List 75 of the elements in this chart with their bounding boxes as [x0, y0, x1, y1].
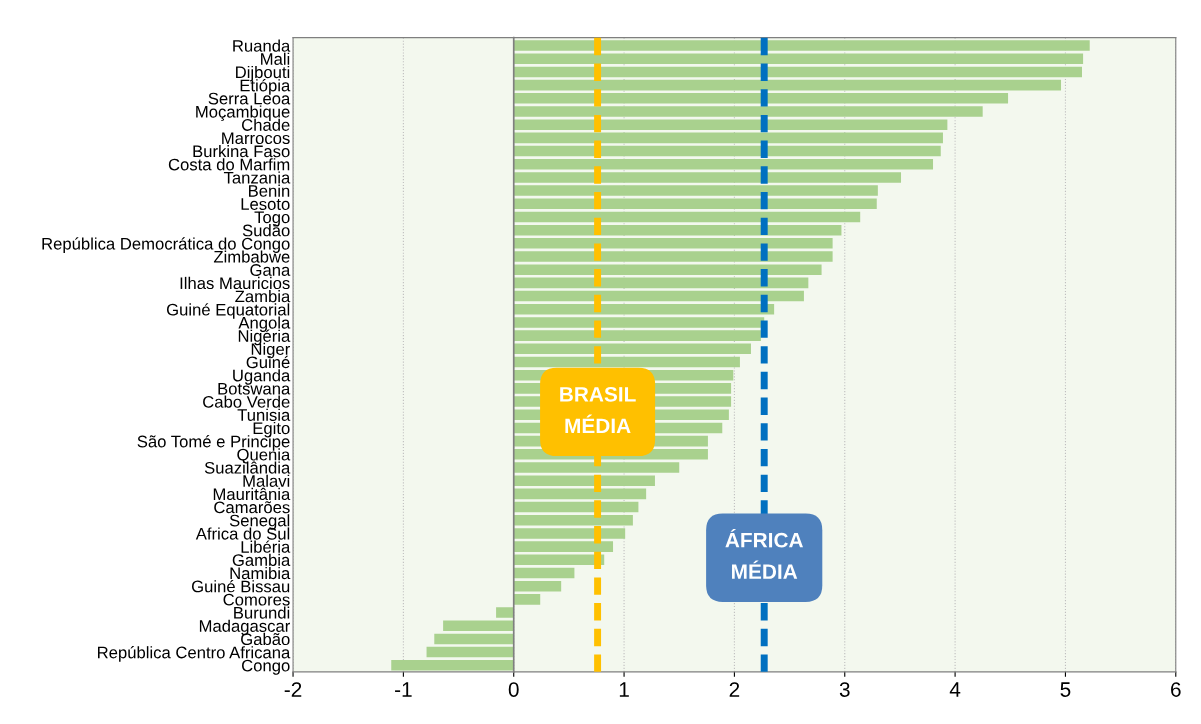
- x-tick-label: 3: [839, 682, 850, 697]
- bar: [513, 172, 902, 183]
- y-tick-label: Benin: [249, 184, 290, 197]
- y-tick-label: Malavi: [243, 474, 290, 487]
- bar: [513, 304, 775, 315]
- bar: [513, 79, 1062, 91]
- bar: [513, 185, 878, 196]
- bar: [513, 488, 647, 500]
- y-tick-label: Congo: [242, 659, 290, 675]
- bar: [513, 145, 941, 157]
- bar: [513, 132, 943, 144]
- bar: [434, 633, 514, 645]
- y-tick-label: Zambia: [235, 290, 291, 303]
- bar: [513, 198, 877, 210]
- y-tick-label: Cabo Verde: [203, 395, 290, 408]
- bar: [391, 660, 514, 671]
- bar: [513, 514, 633, 526]
- y-tick-label: Tunisia: [237, 408, 291, 421]
- ref-line-label: BRASIL MÉDIA: [560, 386, 636, 433]
- bar: [513, 356, 740, 368]
- y-tick-label: Gana: [250, 264, 291, 276]
- bar: [513, 541, 614, 552]
- bar: [513, 251, 833, 262]
- x-tick-label: 5: [1060, 682, 1071, 697]
- x-tick-label: -1: [395, 682, 412, 697]
- bar: [513, 106, 983, 117]
- bar: [513, 211, 861, 223]
- bar: [513, 264, 822, 275]
- bar: [513, 343, 751, 355]
- bar: [513, 594, 541, 605]
- bar: [513, 528, 626, 539]
- bar: [513, 317, 765, 328]
- bar: [513, 119, 948, 130]
- y-tick-label: Marrocos: [222, 132, 290, 145]
- y-tick-label: Botswana: [218, 382, 291, 395]
- y-tick-label: Namibia: [230, 566, 291, 580]
- x-tick-label: 2: [729, 682, 740, 697]
- x-tick-label: 4: [949, 682, 961, 697]
- y-tick-label: Burundi: [234, 606, 290, 619]
- y-tick-label: Burkina Faso: [193, 145, 290, 158]
- bar: [496, 607, 514, 618]
- y-tick-label: Mali: [261, 52, 290, 65]
- y-tick-label: Ruanda: [233, 39, 291, 52]
- y-tick-label: Camarões: [214, 501, 290, 514]
- bar: [513, 40, 1090, 51]
- bar: [513, 93, 1009, 104]
- y-tick-label: Mauritânia: [213, 487, 291, 501]
- bar: [513, 290, 804, 302]
- y-tick-label: Comores: [223, 593, 290, 606]
- bar: [513, 158, 934, 170]
- x-tick-label: 0: [508, 682, 519, 697]
- bar: [443, 620, 514, 631]
- y-tick-label: Lesoto: [241, 198, 290, 210]
- y-tick-label: Tanzania: [223, 171, 291, 184]
- y-tick-label: Costa do Marfim: [168, 158, 290, 171]
- bar: [513, 224, 842, 236]
- bar: [513, 277, 809, 289]
- bar: [426, 646, 514, 658]
- x-tick-label: 6: [1171, 682, 1181, 697]
- x-tick-label: 1: [619, 682, 629, 697]
- ref-line-label: ÁFRICA MÉDIA: [725, 528, 803, 579]
- y-tick-label: Uganda: [233, 369, 291, 385]
- bar: [513, 66, 1082, 78]
- y-tick-label: Libéria: [241, 540, 291, 553]
- y-tick-label: Gambia: [232, 553, 291, 566]
- bar: [513, 238, 833, 249]
- bar: [513, 330, 761, 341]
- bar: [513, 53, 1084, 65]
- x-tick-label: -2: [284, 682, 302, 697]
- y-tick-label: Ilhas Mauricios: [180, 276, 290, 290]
- bar: [513, 580, 562, 592]
- y-tick-label: Guiné Bissau: [191, 579, 290, 593]
- bar: [513, 475, 655, 486]
- bar: [513, 567, 575, 579]
- bar: [513, 462, 680, 473]
